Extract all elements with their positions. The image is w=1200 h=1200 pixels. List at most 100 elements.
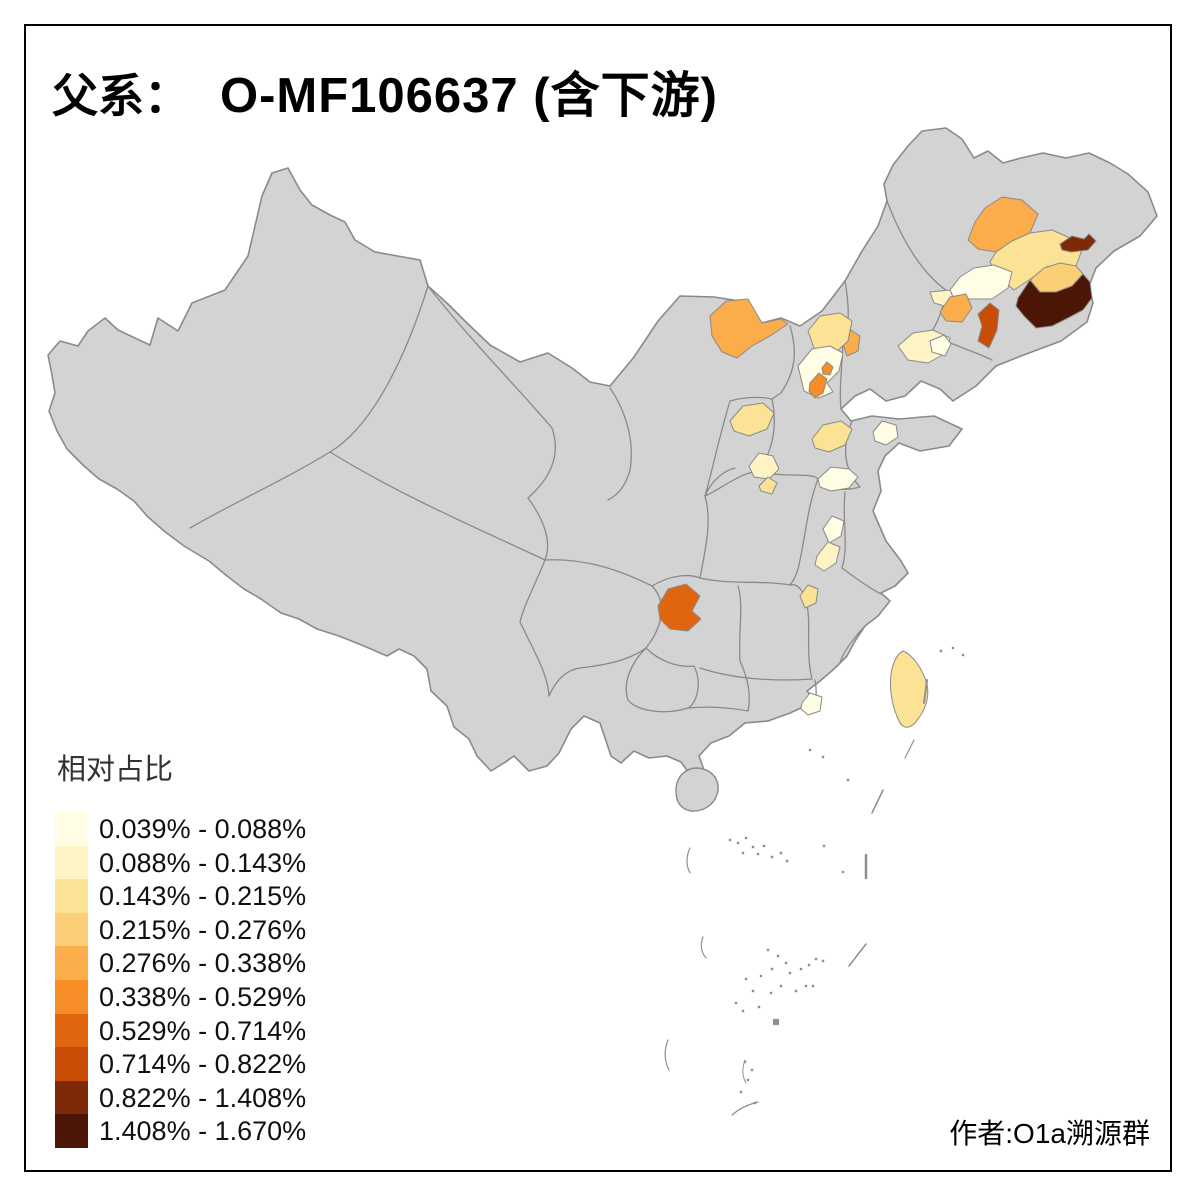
sea-islet-dot-39 xyxy=(773,1019,779,1025)
province-boundary-20 xyxy=(729,396,773,402)
sea-islet-dot-42 xyxy=(746,1078,750,1082)
legend-swatch-10 xyxy=(55,1114,88,1148)
sea-islet-dot-16 xyxy=(808,748,812,752)
colored-prefecture-27 xyxy=(657,583,702,632)
sea-islet-dot-13 xyxy=(939,649,943,653)
sea-islet-dash-7 xyxy=(686,847,691,874)
sea-islet-dot-4 xyxy=(741,851,745,855)
sea-islet-dot-6 xyxy=(762,844,766,848)
sea-islet-dash-2 xyxy=(871,789,884,814)
colored-prefecture-11 xyxy=(929,334,952,357)
province-boundary-8 xyxy=(607,387,632,501)
title-prefix: 父系： xyxy=(52,71,190,122)
province-boundary-13 xyxy=(699,667,813,681)
sea-islet-dash-5 xyxy=(848,943,867,967)
legend-label-10: 1.408% - 1.670% xyxy=(99,1116,307,1147)
sea-islet-dot-15 xyxy=(961,653,965,657)
sea-islet-dot-3 xyxy=(751,845,755,849)
page-title: 父系： O-MF106637 (含下游) xyxy=(52,56,718,127)
sea-islet-dot-36 xyxy=(741,1009,745,1013)
hainan-island xyxy=(675,767,719,812)
sea-islet-dot-25 xyxy=(799,967,803,971)
legend-label-5: 0.276% - 0.338% xyxy=(99,948,307,979)
legend-swatch-4 xyxy=(55,912,88,947)
legend-swatch-3 xyxy=(55,879,88,913)
legend-label-1: 0.039% - 0.088% xyxy=(99,814,307,844)
province-boundary-3 xyxy=(329,451,546,561)
sea-islet-dot-17 xyxy=(821,755,825,759)
legend-swatch-2 xyxy=(55,845,88,880)
sea-islet-dot-5 xyxy=(756,852,760,856)
province-boundary-12 xyxy=(739,660,750,712)
legend-label-8: 0.714% - 0.822% xyxy=(99,1049,307,1080)
legend-rows: 0.039% - 0.088% 0.088% - 0.143% 0.143% - 0… xyxy=(55,812,306,1148)
sea-islet-dot-21 xyxy=(784,961,788,965)
colored-prefecture-19 xyxy=(811,420,853,453)
sea-islet-dot-18 xyxy=(846,778,850,782)
sea-islet-dot-8 xyxy=(779,851,783,855)
sea-islet-dot-37 xyxy=(757,1005,761,1009)
province-boundary-19 xyxy=(704,400,731,497)
legend-swatch-6 xyxy=(55,979,88,1014)
sea-islet-dash-3 xyxy=(923,679,928,704)
colored-prefecture-29 xyxy=(800,692,823,716)
legend-swatch-8 xyxy=(55,1047,88,1081)
sea-islet-dot-19 xyxy=(766,948,770,952)
province-boundary-30 xyxy=(839,625,866,664)
colored-prefecture-25 xyxy=(814,541,841,572)
sea-islet-dot-1 xyxy=(736,841,740,845)
title-haplogroup: O-MF106637 (含下游) xyxy=(220,69,718,123)
colored-prefecture-8 xyxy=(939,293,973,323)
legend-swatch-column xyxy=(55,812,88,1148)
province-boundary-24 xyxy=(771,325,795,400)
colored-prefecture-13 xyxy=(709,298,789,359)
sea-islet-dot-28 xyxy=(821,959,825,963)
sea-islet-dot-29 xyxy=(779,984,783,988)
sea-islet-dot-40 xyxy=(743,1060,747,1064)
sea-islet-dot-11 xyxy=(822,844,826,848)
province-boundary-4 xyxy=(527,497,549,561)
colored-prefecture-16 xyxy=(821,361,834,376)
legend-swatch-1 xyxy=(55,812,88,846)
sea-islet-dash-4 xyxy=(904,739,915,759)
colored-prefecture-28 xyxy=(890,650,929,728)
legend-label-column: 0.039% - 0.088% 0.088% - 0.143% 0.143% - 0… xyxy=(99,812,306,1148)
province-boundary-29 xyxy=(789,478,819,586)
legend-swatch-7 xyxy=(55,1013,88,1048)
sea-islet-dash-8 xyxy=(664,1039,670,1071)
legend-label-9: 0.822% - 1.408% xyxy=(99,1082,307,1113)
sea-islet-dot-34 xyxy=(751,989,755,993)
legend-label-2: 0.088% - 0.143% xyxy=(99,847,307,878)
sea-islet-dot-32 xyxy=(804,984,808,988)
sea-islet-dot-10 xyxy=(728,838,732,842)
legend-label-6: 0.338% - 0.529% xyxy=(99,981,307,1012)
province-boundary-2 xyxy=(427,285,556,499)
province-boundary-27 xyxy=(841,491,846,569)
sea-islet-dot-2 xyxy=(744,836,748,840)
legend-swatch-5 xyxy=(55,946,88,980)
sea-islet-dot-12 xyxy=(841,870,845,874)
colored-prefecture-23 xyxy=(758,476,778,495)
sea-islet-dot-43 xyxy=(739,1090,743,1094)
province-boundary-17 xyxy=(651,574,701,587)
legend-label-3: 0.143% - 0.215% xyxy=(99,881,307,912)
sea-islet-dot-27 xyxy=(814,957,818,961)
attribution-text: 作者:O1a溯源群 xyxy=(949,1118,1150,1149)
colored-prefecture-18 xyxy=(729,402,775,437)
province-boundary-14 xyxy=(737,585,742,662)
province-boundary-28 xyxy=(841,567,882,595)
province-boundary-5 xyxy=(544,559,653,587)
colored-prefecture-3 xyxy=(1059,233,1097,253)
sea-islet-dot-14 xyxy=(951,646,955,650)
sea-islet-dot-35 xyxy=(734,1001,738,1005)
legend-swatch-9 xyxy=(55,1080,88,1115)
sea-islet-dot-9 xyxy=(785,859,789,863)
sea-islet-dot-33 xyxy=(744,977,748,981)
colored-prefecture-20 xyxy=(872,420,899,446)
legend-label-7: 0.529% - 0.714% xyxy=(99,1015,307,1046)
sea-islet-dash-10 xyxy=(742,1059,747,1084)
sea-islet-dot-30 xyxy=(769,991,773,995)
sea-islet-dot-24 xyxy=(788,971,792,975)
colored-prefecture-17 xyxy=(808,372,828,399)
